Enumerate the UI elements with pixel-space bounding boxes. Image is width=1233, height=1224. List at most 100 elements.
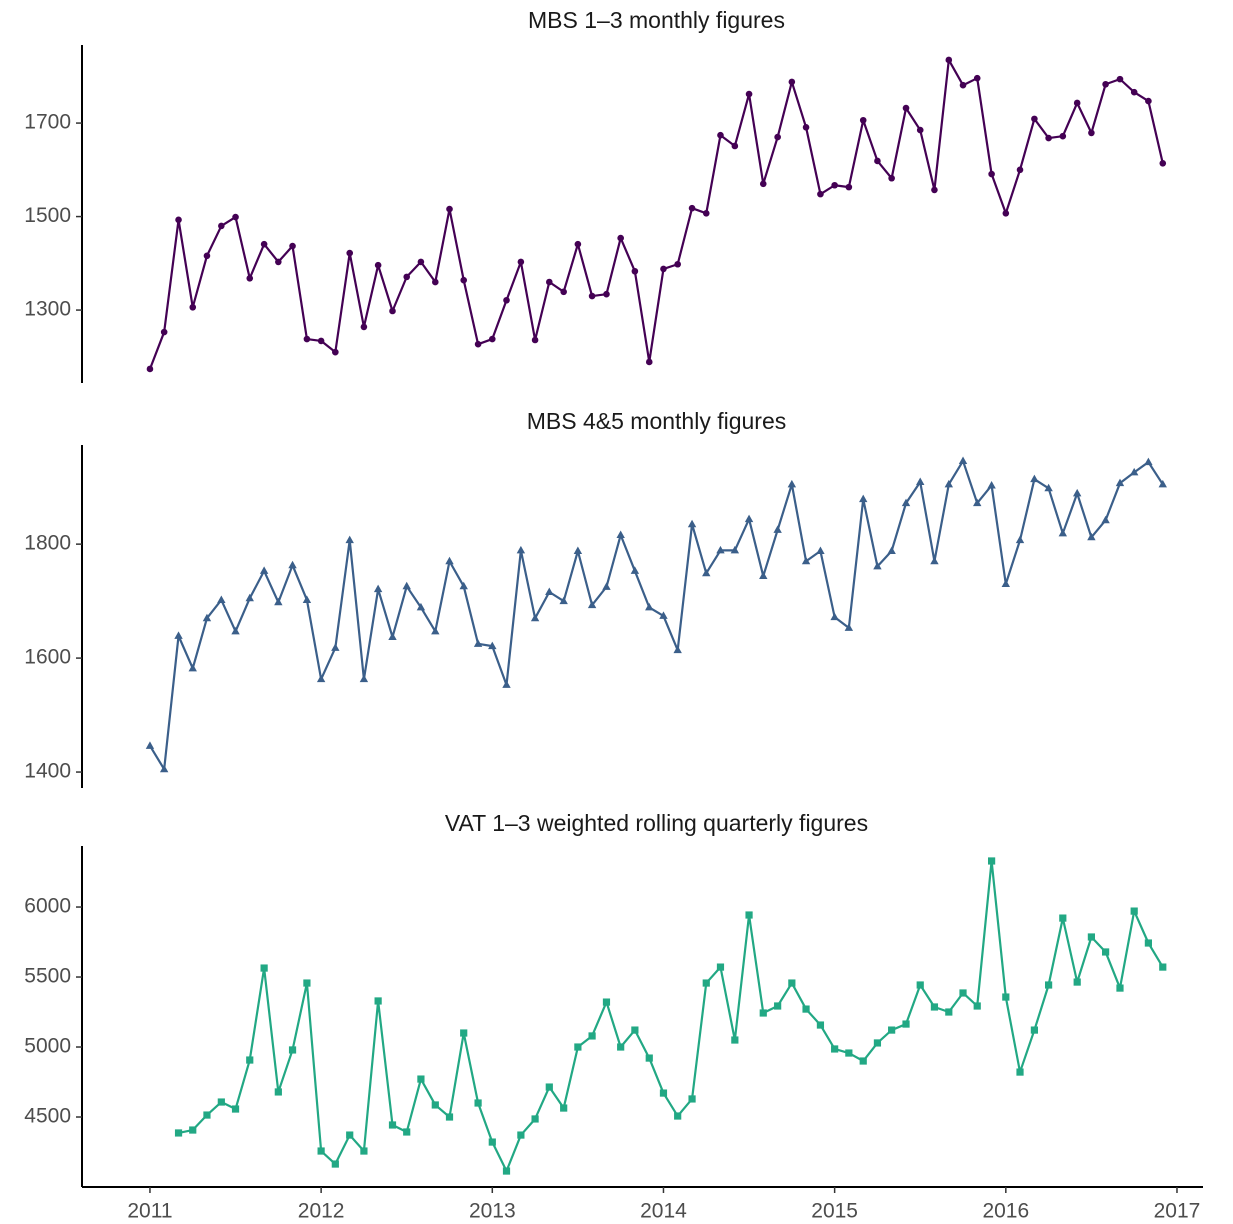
point: [531, 336, 539, 344]
point: [716, 545, 725, 554]
point: [916, 477, 925, 486]
point: [973, 74, 981, 82]
point: [616, 530, 625, 539]
y-tick-label: 1500: [24, 204, 71, 227]
point: [603, 290, 610, 298]
panel-title: MBS 1–3 monthly figures: [528, 7, 785, 33]
point: [246, 1056, 254, 1064]
point: [202, 613, 212, 622]
point: [674, 1112, 682, 1120]
point: [246, 274, 254, 282]
point: [231, 626, 240, 635]
panel-title: VAT 1–3 weighted rolling quarterly figur…: [445, 810, 868, 836]
point: [788, 78, 796, 86]
series-line: [148, 58, 1164, 370]
point: [559, 596, 568, 605]
point: [460, 1029, 468, 1037]
point: [473, 639, 483, 647]
point: [289, 242, 296, 250]
point: [403, 273, 411, 281]
point: [1031, 115, 1038, 123]
point: [774, 133, 781, 141]
point: [944, 479, 954, 488]
point: [360, 323, 368, 331]
x-tick-label: 2017: [1154, 1200, 1201, 1223]
point: [175, 216, 182, 224]
point: [788, 979, 796, 987]
point: [988, 170, 995, 178]
point: [345, 535, 354, 544]
point: [873, 561, 882, 570]
point: [673, 645, 682, 654]
point: [702, 979, 710, 987]
point: [573, 546, 583, 554]
x-tick-label: 2014: [640, 1200, 687, 1223]
point: [373, 584, 383, 593]
y-tick-label: 1700: [24, 111, 71, 134]
point: [331, 643, 340, 651]
point: [744, 514, 754, 523]
point: [516, 545, 526, 554]
point: [346, 1131, 354, 1139]
point: [602, 998, 611, 1006]
point: [859, 116, 867, 124]
point: [930, 1003, 939, 1011]
point: [274, 1088, 282, 1096]
point: [1059, 914, 1067, 922]
point: [859, 1057, 867, 1065]
series-line: [149, 459, 1164, 771]
point: [503, 296, 510, 304]
point: [1158, 479, 1167, 488]
point: [945, 56, 953, 64]
point: [488, 335, 496, 343]
point: [1045, 981, 1053, 989]
point: [688, 204, 696, 212]
point: [830, 612, 839, 621]
point: [1072, 488, 1082, 497]
point: [446, 205, 453, 213]
point: [1073, 978, 1081, 986]
point: [445, 1113, 454, 1121]
point: [417, 258, 425, 266]
point: [745, 911, 753, 919]
point: [332, 348, 339, 356]
point: [958, 456, 968, 464]
point: [717, 131, 724, 139]
point: [1102, 948, 1110, 956]
point: [217, 595, 226, 603]
point: [1116, 75, 1124, 83]
point: [231, 1105, 240, 1113]
series-line: [178, 859, 1164, 1173]
point: [945, 1008, 953, 1016]
point: [203, 252, 211, 260]
point: [716, 963, 725, 971]
point: [146, 365, 154, 373]
point: [817, 190, 824, 198]
point: [588, 1032, 596, 1040]
point: [730, 545, 740, 554]
point: [288, 1046, 297, 1054]
point: [630, 566, 640, 574]
point: [873, 1039, 882, 1047]
point: [174, 631, 183, 639]
point: [274, 597, 283, 606]
point: [988, 857, 996, 865]
point: [602, 582, 611, 590]
point: [659, 611, 668, 619]
y-tick-label: 5500: [24, 965, 71, 988]
point: [759, 571, 768, 580]
point: [787, 479, 797, 488]
point: [802, 123, 810, 131]
point: [645, 1054, 653, 1062]
point: [1087, 933, 1095, 941]
point: [389, 307, 396, 315]
point: [731, 1036, 739, 1044]
point: [1116, 984, 1124, 992]
point: [874, 157, 881, 165]
point: [560, 288, 567, 296]
y-tick-label: 1600: [24, 646, 71, 669]
point: [931, 186, 938, 194]
point: [660, 265, 667, 273]
point: [959, 989, 967, 997]
